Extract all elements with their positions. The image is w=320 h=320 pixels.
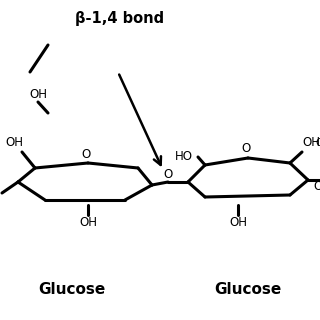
Text: Glucose: Glucose: [38, 283, 106, 298]
Text: O: O: [241, 142, 251, 156]
Text: OH: OH: [5, 135, 23, 148]
Text: β-1,4 bond: β-1,4 bond: [75, 11, 164, 26]
Text: OH: OH: [229, 215, 247, 228]
Text: OH: OH: [79, 215, 97, 228]
Text: HO: HO: [175, 150, 193, 164]
Text: OH: OH: [302, 137, 320, 149]
Text: O: O: [164, 169, 172, 181]
Text: O: O: [313, 180, 320, 194]
Text: O: O: [81, 148, 91, 161]
Text: OH: OH: [29, 89, 47, 101]
Text: OH: OH: [315, 138, 320, 148]
Text: Glucose: Glucose: [214, 283, 282, 298]
